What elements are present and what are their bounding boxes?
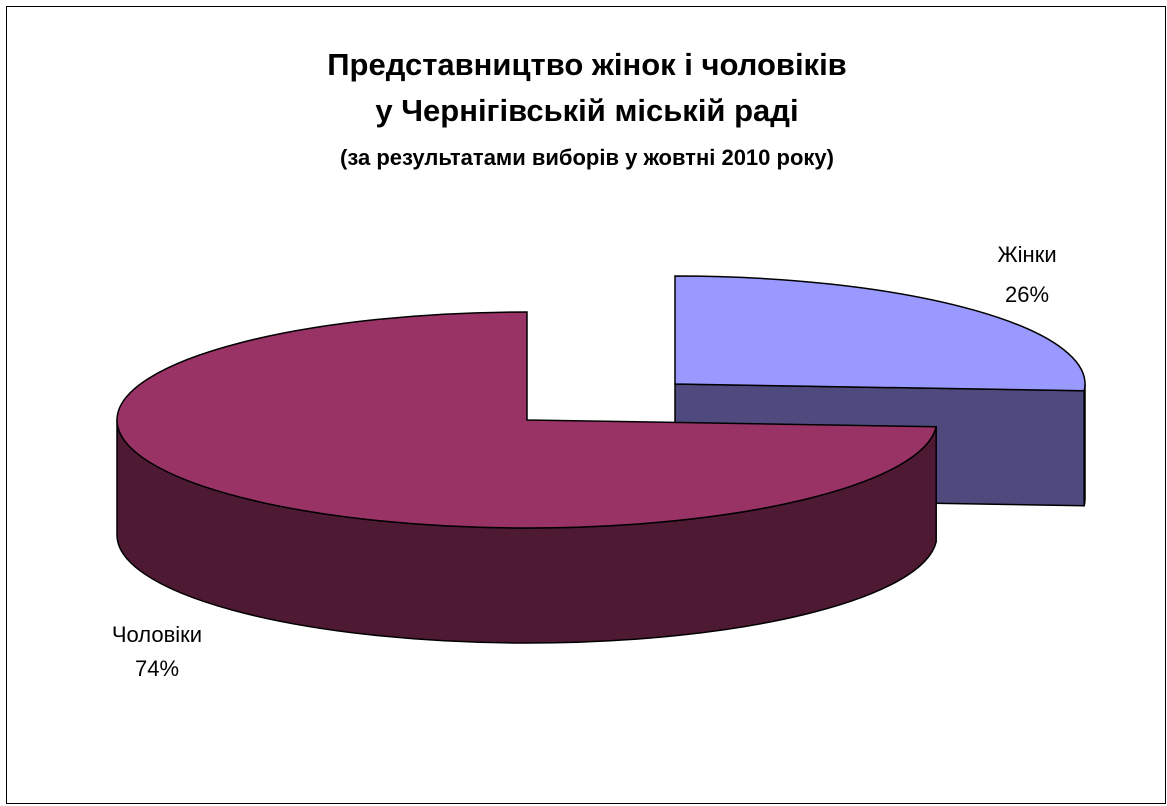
chart-title-line-2: у Чернігівській міській раді	[375, 93, 799, 128]
slice-category-label: Жінки	[997, 242, 1056, 267]
slice-percent-label: 26%	[1005, 282, 1049, 307]
pie-slice	[116, 311, 938, 529]
pie-slice-side	[1083, 383, 1086, 506]
slice-category-label: Чоловіки	[112, 622, 202, 647]
chart-title: Представництво жінок і чоловіків	[327, 47, 847, 82]
slice-percent-label: 74%	[135, 656, 179, 681]
pie-slice	[674, 275, 1086, 392]
chart-subtitle: (за результатами виборів у жовтні 2010 р…	[340, 145, 834, 170]
